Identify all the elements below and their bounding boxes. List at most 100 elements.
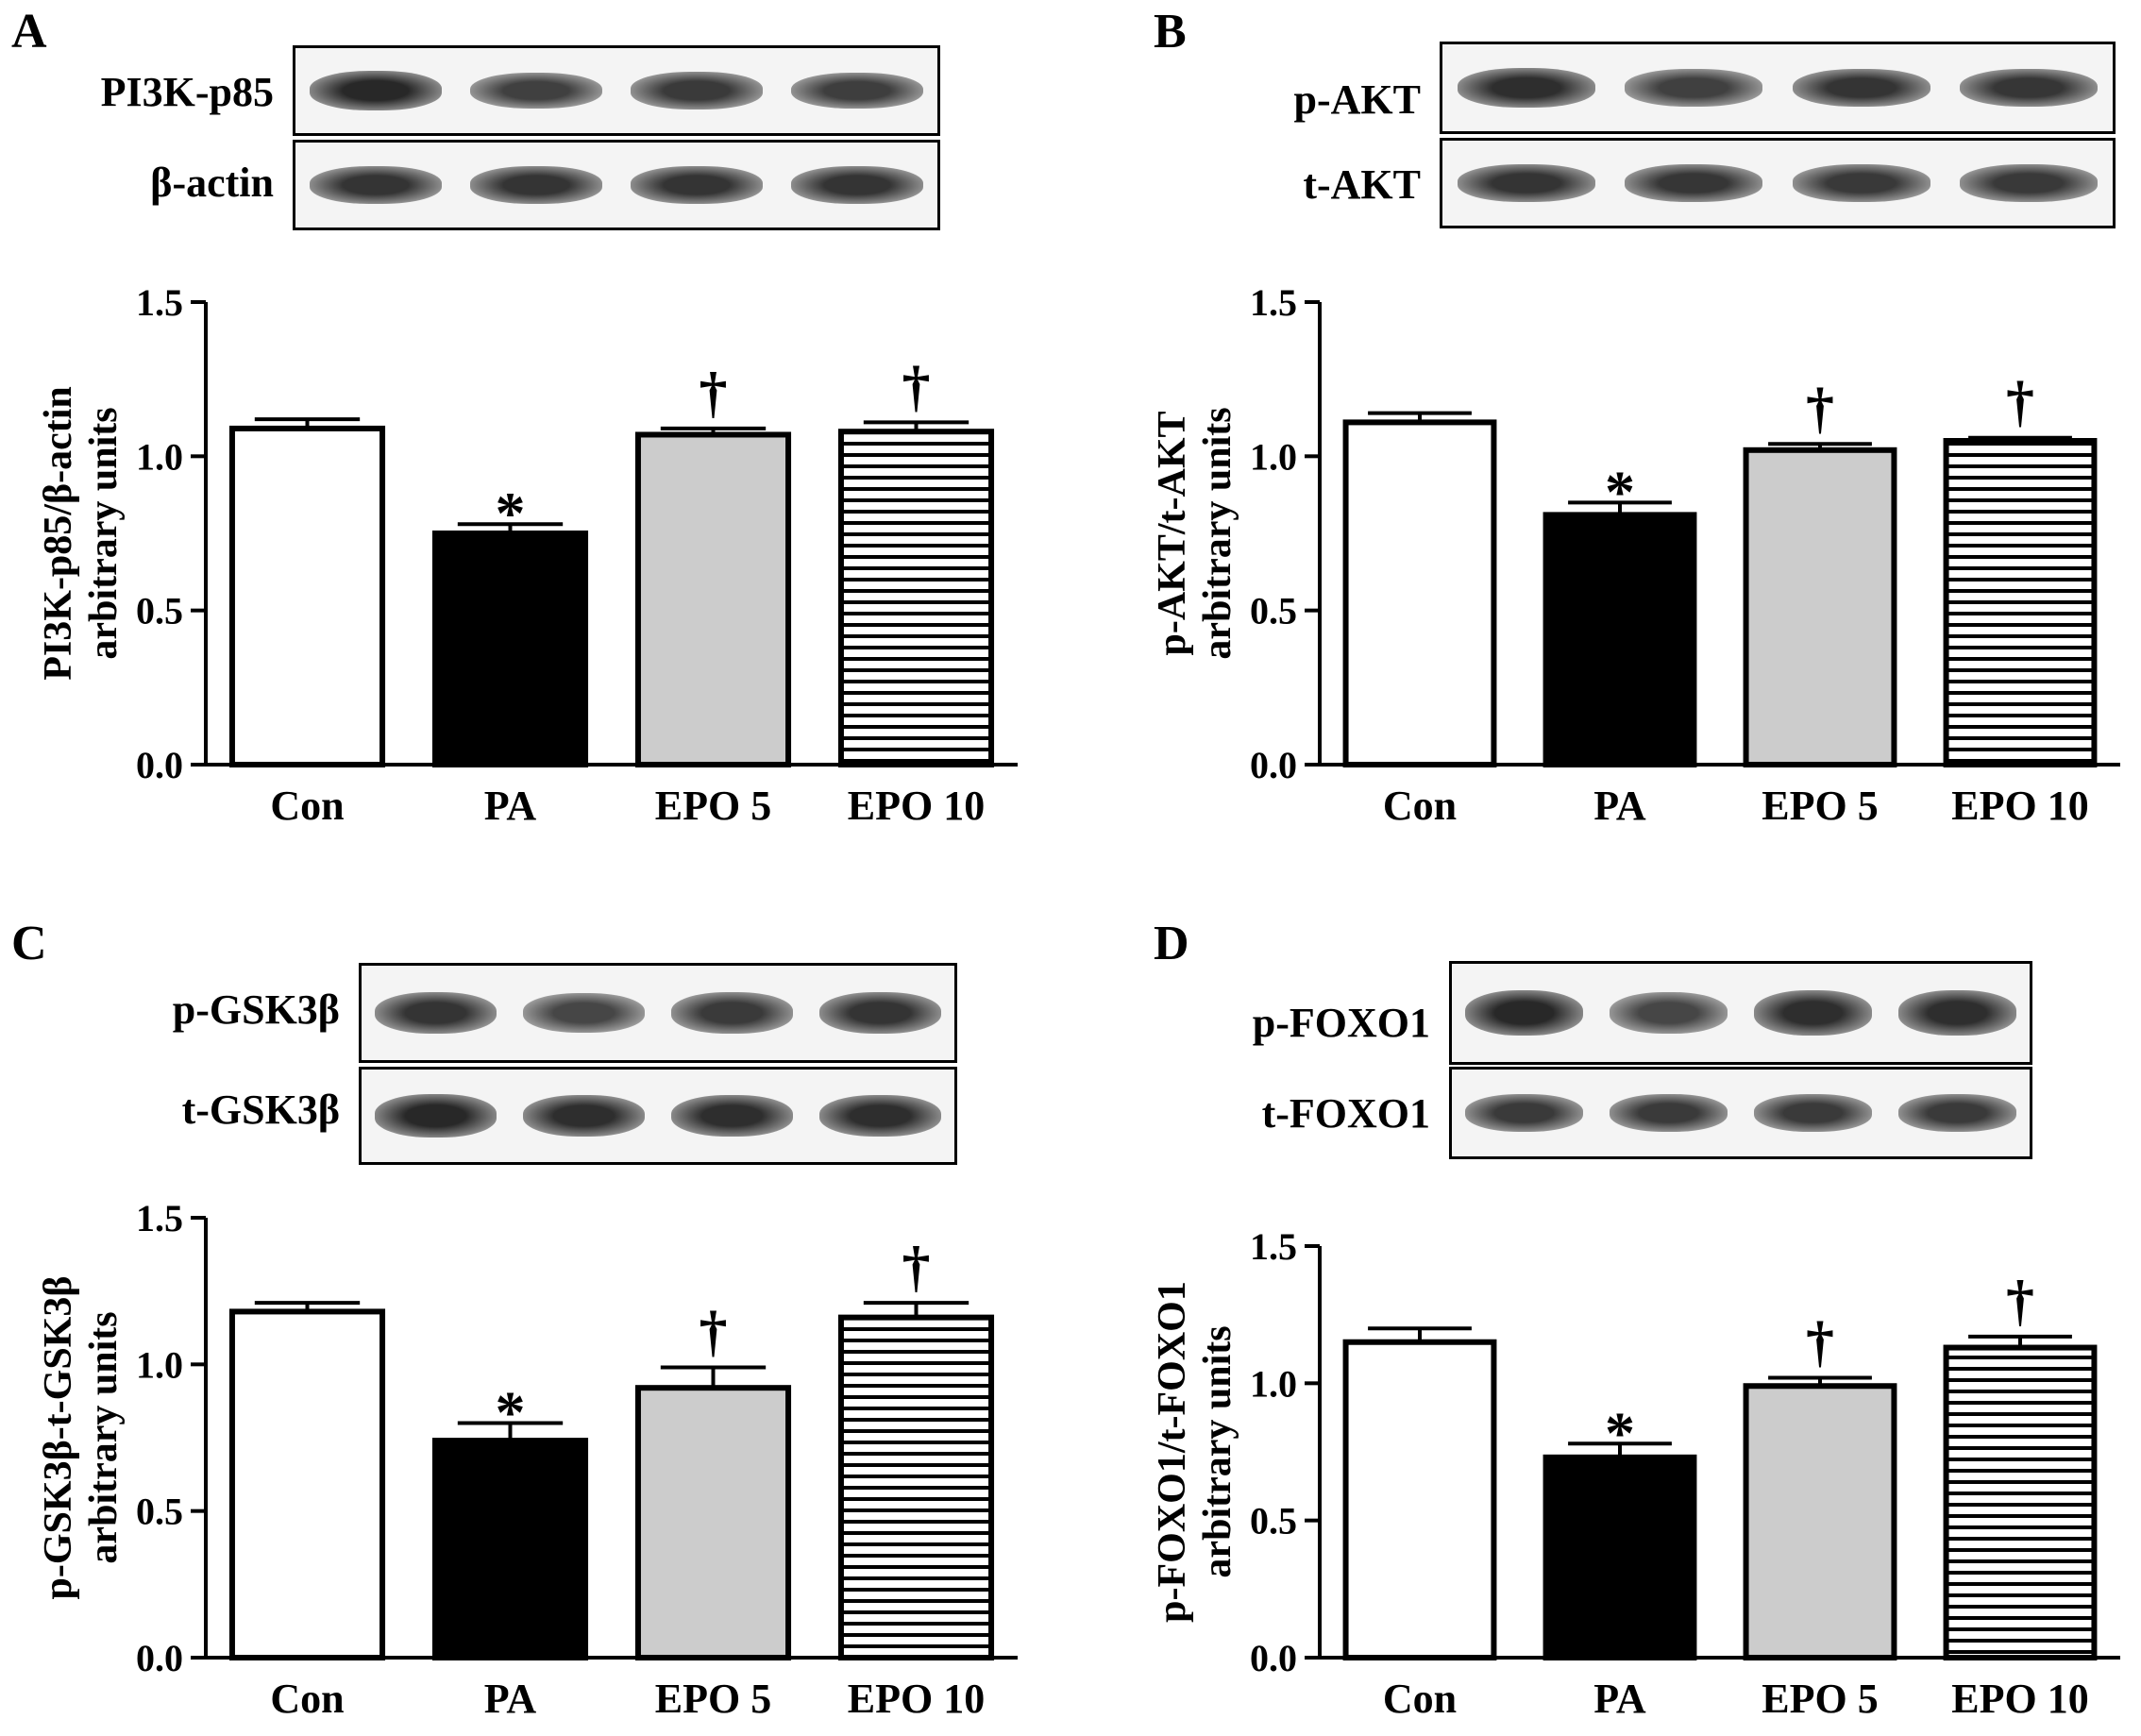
y-axis-label: PI3K-p85/β-actin [37, 386, 80, 680]
significance-label: * [496, 480, 526, 547]
blot-band [1464, 1093, 1584, 1133]
bar [1943, 438, 2098, 767]
significance-label: † [902, 355, 931, 417]
blot-label-d-top: p-FOXO1 [1252, 1000, 1430, 1046]
panel-letter-b: B [1154, 5, 1187, 59]
bar [1342, 419, 1497, 767]
bar [1543, 1454, 1697, 1660]
blot-band [631, 165, 763, 205]
significance-label: † [1806, 1311, 1834, 1374]
blot-band [375, 991, 497, 1035]
blot-band [310, 165, 442, 205]
x-tick-label: Con [1383, 783, 1457, 829]
x-tick-label: Con [270, 783, 344, 829]
x-tick-label: PA [484, 783, 537, 829]
blot-band [1792, 164, 1930, 202]
significance-label: † [2006, 371, 2034, 433]
bar-chart-b: 0.0 0.5 1.0 1.5 p-AKT/t-AKT arbitrary units Co… [1151, 281, 2120, 829]
significance-label: † [902, 1236, 931, 1298]
y-tick-label: 1.5 [136, 281, 183, 324]
blot-band [1792, 68, 1930, 108]
x-tick-label: EPO 5 [655, 783, 771, 829]
y-axis-label: arbitrary units [1196, 1325, 1239, 1577]
y-tick-label: 1.5 [1250, 1225, 1297, 1268]
bar [228, 1308, 386, 1660]
bar [228, 425, 386, 768]
y-tick-label: 0.0 [1250, 744, 1297, 786]
blot-band [1609, 1093, 1728, 1133]
y-tick-label: 0.5 [136, 590, 183, 632]
significance-label: † [1806, 377, 1834, 439]
y-tick-label: 0.0 [136, 744, 183, 786]
blot-band [819, 991, 941, 1035]
y-tick-label: 1.0 [1250, 435, 1297, 478]
bar [634, 1385, 792, 1660]
blot-label-b-bottom: t-AKT [1303, 161, 1421, 208]
y-axis-label: p-GSK3β-t-GSK3β [37, 1276, 80, 1600]
x-tick-label: PA [484, 1676, 537, 1722]
panel-letter-d: D [1154, 917, 1189, 970]
x-tick-label: Con [270, 1676, 344, 1722]
y-axis-label: p-FOXO1/t-FOXO1 [1151, 1281, 1194, 1623]
panel-letter-c: C [11, 917, 47, 970]
y-tick-label: 1.0 [1250, 1362, 1297, 1405]
y-tick-label: 1.0 [136, 1343, 183, 1386]
y-tick-label: 0.5 [1250, 1500, 1297, 1542]
blot-band [1464, 989, 1584, 1037]
bar [1543, 512, 1697, 767]
significance-label: † [700, 362, 728, 424]
x-tick-label: EPO 10 [1951, 783, 2088, 829]
bar-chart-c: 0.0 0.5 1.0 1.5 p-GSK3β-t-GSK3β arbitrary uni… [37, 1197, 1018, 1722]
blot-band [671, 1094, 793, 1138]
bar-chart-a: 0.0 0.5 1.0 1.5 PI3K-p85/β-actin arbitrary un… [37, 281, 1018, 829]
blot-band [1457, 163, 1595, 203]
blot-band [819, 1094, 941, 1138]
y-tick-label: 0.0 [1250, 1637, 1297, 1679]
blot-band [1609, 992, 1728, 1034]
y-tick-label: 0.5 [136, 1491, 183, 1533]
blot-label-c-top: p-GSK3β [172, 986, 340, 1033]
blot-band [1625, 164, 1763, 202]
blot-band [1897, 1093, 2017, 1133]
y-axis-label: arbitrary units [82, 407, 126, 659]
x-tick-label: EPO 5 [655, 1676, 771, 1722]
y-axis-label: p-AKT/t-AKT [1151, 411, 1194, 655]
bar [837, 1314, 995, 1660]
y-tick-label: 1.5 [1250, 281, 1297, 324]
bar [1743, 1383, 1897, 1661]
bar-chart-d: 0.0 0.5 1.0 1.5 p-FOXO1/t-FOXO1 arbitrary uni… [1151, 1225, 2120, 1722]
y-tick-label: 1.0 [136, 435, 183, 478]
blot-image-b-top [1440, 42, 2116, 134]
blot-band [470, 165, 602, 205]
significance-label: * [496, 1378, 526, 1445]
blot-image-d-bottom [1449, 1067, 2032, 1159]
x-tick-label: EPO 10 [848, 1676, 985, 1722]
y-tick-label: 0.5 [1250, 590, 1297, 632]
blot-image-c-bottom [359, 1067, 957, 1165]
blot-band [1960, 68, 2099, 108]
significance-label: † [2006, 1270, 2034, 1332]
blot-band [631, 72, 763, 110]
significance-label: † [700, 1300, 728, 1362]
y-tick-label: 0.0 [136, 1637, 183, 1679]
x-tick-label: EPO 5 [1762, 1676, 1878, 1722]
bar [1943, 1344, 2098, 1660]
blot-band [1753, 990, 1873, 1036]
blot-image-a-top [293, 45, 940, 136]
bar [837, 429, 995, 767]
bar [431, 531, 589, 767]
blot-band [523, 993, 645, 1033]
bar [431, 1438, 589, 1660]
blot-band [791, 165, 923, 205]
blot-label-a-top: PI3K-p85 [100, 69, 274, 115]
blot-band [523, 1094, 645, 1138]
blot-image-a-bottom [293, 140, 940, 230]
blot-band [671, 992, 793, 1034]
blot-label-d-bottom: t-FOXO1 [1261, 1090, 1430, 1137]
blot-band [1960, 164, 2099, 202]
blot-label-c-bottom: t-GSK3β [181, 1087, 340, 1133]
x-tick-label: EPO 10 [1951, 1676, 2088, 1722]
blot-band [375, 1094, 497, 1138]
blot-band [470, 72, 602, 110]
x-tick-label: Con [1383, 1676, 1457, 1722]
